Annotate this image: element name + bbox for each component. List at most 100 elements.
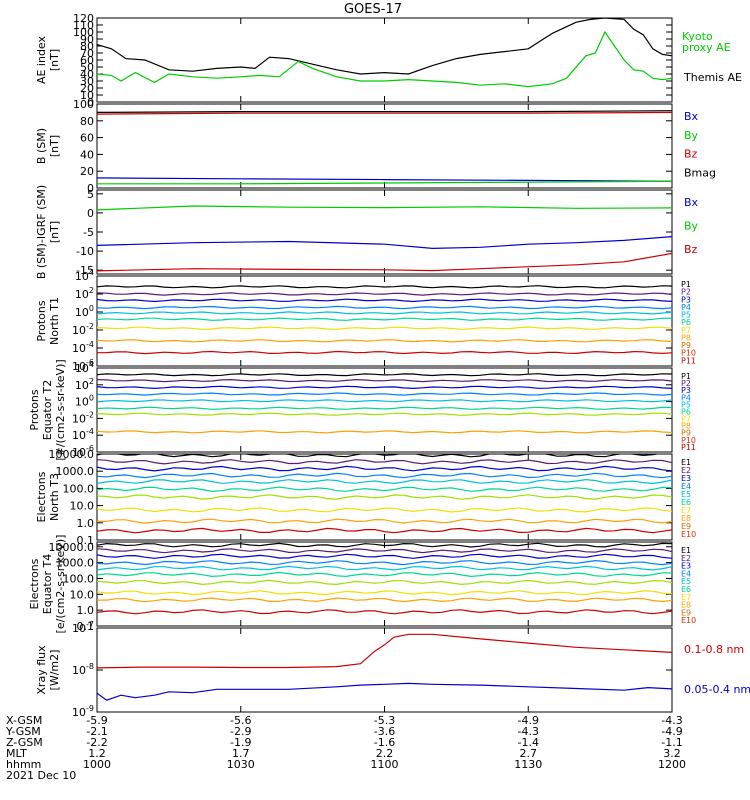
y-tick-label: 80 bbox=[80, 40, 94, 53]
legend-entry: E1 bbox=[681, 458, 691, 467]
legend-entry: Themis AE bbox=[683, 71, 742, 84]
x-axis-value: 1000 bbox=[83, 758, 111, 771]
legend-entry: P11 bbox=[681, 356, 696, 365]
series-line-e3 bbox=[97, 553, 672, 559]
legend-entry: E1 bbox=[681, 546, 691, 555]
legend-entry: P3 bbox=[681, 386, 691, 395]
legend-entry: E8 bbox=[681, 514, 691, 523]
y-axis-label: [e/(cm2-s-sr-keV)] bbox=[54, 535, 67, 634]
y-axis-label: [nT] bbox=[48, 49, 61, 71]
series-group bbox=[97, 18, 672, 88]
x-axis-value: -4.9 bbox=[518, 714, 539, 727]
series-line-e2 bbox=[97, 459, 672, 465]
series-line-p2 bbox=[97, 292, 672, 296]
series-line-0-1-0-8-nm bbox=[97, 633, 672, 669]
y-tick-label: 104 bbox=[75, 360, 94, 375]
panel-xray: 10-9 10-8 10-7 Xray flux [W/m2] 0.1-0.8 nm 0.0… bbox=[35, 620, 750, 719]
legend-entry: E6 bbox=[681, 585, 691, 594]
y-tick-label: 20 bbox=[80, 165, 94, 178]
legend-entry: P2 bbox=[681, 379, 691, 388]
y-tick-label: 30 bbox=[80, 75, 94, 88]
panel-protT1: 10-6 10-4 10-2 100 102 104 Protons North T1 P1P2… bbox=[35, 268, 696, 373]
y-tick-label: 60 bbox=[80, 132, 94, 145]
y-tick-label: 100.0 bbox=[63, 482, 95, 495]
y-axis-label: [nT] bbox=[48, 221, 61, 243]
series-line-p7 bbox=[97, 326, 672, 330]
y-tick-label: 10-6 bbox=[72, 358, 94, 373]
x-axis-value: -2.2 bbox=[86, 736, 107, 749]
y-axis-label: [#/(cm2-s-sr-keV)] bbox=[54, 359, 67, 460]
series-line-e1 bbox=[97, 542, 672, 548]
y-tick-label: 10000.0 bbox=[49, 448, 95, 461]
x-axis-value: -1.1 bbox=[661, 736, 682, 749]
y-tick-label: 20 bbox=[80, 82, 94, 95]
y-tick-label: 90 bbox=[80, 33, 94, 46]
y-axis-label: [nT] bbox=[48, 135, 61, 157]
x-axis-row-label: Y-GSM bbox=[5, 725, 41, 738]
y-tick-label: 0.1 bbox=[77, 620, 95, 633]
plot-frame bbox=[96, 103, 673, 189]
legend-entry: E9 bbox=[681, 608, 691, 617]
series-group bbox=[97, 110, 672, 185]
x-axis-value: 1130 bbox=[514, 758, 542, 771]
series-line-e9 bbox=[97, 518, 672, 524]
y-tick-label: -5 bbox=[83, 226, 94, 239]
series-line-p8 bbox=[97, 339, 672, 343]
y-axis-label: Electrons bbox=[35, 471, 48, 522]
series-line-kyoto-proxy-ae bbox=[97, 30, 672, 88]
series-line-p5 bbox=[97, 311, 672, 315]
legend-entry: E6 bbox=[681, 498, 691, 507]
y-tick-label: 1.0 bbox=[77, 604, 95, 617]
legend-entry: E5 bbox=[681, 577, 691, 586]
x-axis-row-label: MLT bbox=[6, 747, 27, 760]
legend-entry: P6 bbox=[681, 407, 691, 416]
y-tick-label: 1000.0 bbox=[56, 557, 95, 570]
y-tick-label: 40 bbox=[80, 148, 94, 161]
y-tick-label: 100 bbox=[73, 26, 94, 39]
legend-entry: Bx bbox=[684, 196, 699, 209]
series-line-p3 bbox=[97, 298, 672, 303]
legend-entry: P9 bbox=[681, 341, 691, 350]
y-tick-label: -15 bbox=[76, 264, 94, 277]
legend-entry: P4 bbox=[681, 393, 691, 402]
panel-bsm: 0 20 40 60 80 100 B (SM) [nT] Bx By Bz Bmag bbox=[35, 98, 716, 195]
legend-entry: E7 bbox=[681, 506, 691, 515]
legend-entry: E2 bbox=[681, 466, 691, 475]
y-axis-label: Protons bbox=[28, 389, 41, 430]
x-axis-value: 2.7 bbox=[520, 747, 538, 760]
legend-entry: Bx bbox=[684, 110, 699, 123]
legend-entry: Kyoto bbox=[682, 30, 713, 43]
series-line-p6 bbox=[97, 317, 672, 321]
series-line-e4 bbox=[97, 559, 672, 566]
y-tick-label: 10-2 bbox=[72, 410, 94, 425]
plot-frame bbox=[96, 17, 673, 103]
y-tick-label: 10-6 bbox=[72, 444, 94, 459]
y-tick-label: 10.0 bbox=[70, 500, 95, 513]
series-line-e6 bbox=[97, 571, 672, 578]
series-group bbox=[97, 454, 672, 534]
series-line-by bbox=[97, 205, 672, 211]
series-line-p8 bbox=[97, 430, 672, 434]
y-axis-label: [W/m2] bbox=[48, 650, 61, 691]
series-line-bmag bbox=[97, 110, 672, 113]
x-axis-row-label: 2021 Dec 10 bbox=[6, 769, 76, 782]
series-line-e4 bbox=[97, 472, 672, 479]
series-line-bx bbox=[97, 236, 672, 250]
x-axis-value: -4.3 bbox=[661, 714, 682, 727]
y-tick-label: 10-9 bbox=[72, 704, 94, 719]
x-axis-value: 1.7 bbox=[232, 747, 250, 760]
y-tick-label: 10-4 bbox=[72, 340, 94, 355]
series-line-bz bbox=[97, 252, 672, 272]
series-line-p2 bbox=[97, 378, 672, 383]
y-axis-label: Protons bbox=[35, 300, 48, 341]
x-axis-value: -2.9 bbox=[230, 725, 251, 738]
series-line-p3 bbox=[97, 385, 672, 390]
legend-entry: E4 bbox=[681, 482, 691, 491]
x-axis-row-label: Z-GSM bbox=[6, 736, 43, 749]
y-tick-label: 50 bbox=[80, 61, 94, 74]
x-axis-value: -1.9 bbox=[230, 736, 251, 749]
legend-entry: P10 bbox=[681, 436, 696, 445]
